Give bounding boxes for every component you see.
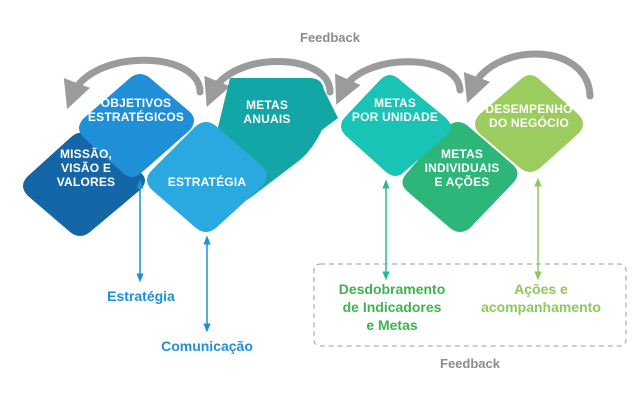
label-metas-unidade: METAS POR UNIDADE [352, 96, 438, 124]
caption-comunicacao-line-1: Comunicação [161, 338, 253, 354]
label-missao: MISSÃO, VISÃO E VALORES [57, 146, 116, 189]
label-metas-anuais-line-1: METAS [246, 98, 288, 112]
feedback-arrow-1 [63, 56, 204, 110]
feedback-arrow-4 [463, 50, 594, 104]
label-objetivos-line-2: ESTRATÉGICOS [88, 109, 184, 124]
shape-labels: MISSÃO, VISÃO E VALORES OBJETIVOS ESTRATÉGI… [57, 96, 573, 189]
label-metas-individuais-line-2: INDIVIDUAIS [425, 161, 500, 175]
label-objetivos: OBJETIVOS ESTRATÉGICOS [88, 96, 184, 124]
caption-estrategia: Estratégia [107, 288, 175, 304]
label-desempenho-line-1: DESEMPENHO [485, 102, 572, 116]
caption-acoes-line-2: acompanhamento [481, 299, 601, 315]
label-desempenho-line-2: DO NEGÓCIO [489, 115, 569, 130]
label-metas-individuais-line-1: METAS [441, 147, 483, 161]
dashed-box [313, 263, 627, 347]
caption-acoes: Ações e acompanhamento [481, 281, 601, 315]
label-estrategia-line-1: ESTRATÉGIA [168, 174, 247, 189]
label-metas-unidade-line-1: METAS [374, 96, 416, 110]
connector-arrows [136, 177, 542, 333]
feedback-arrows [63, 50, 594, 110]
caption-desdobramento-line-2: de Indicadores [343, 299, 442, 315]
label-metas-individuais-line-3: E AÇÕES [435, 174, 490, 189]
shape-metas-unidade [341, 75, 451, 176]
caption-desdobramento-line-1: Desdobramento [339, 281, 446, 297]
feedback-top-label: Feedback [300, 30, 361, 45]
label-missao-line-1: MISSÃO, [60, 146, 112, 161]
label-metas-anuais-line-2: ANUAIS [243, 112, 290, 126]
caption-desdobramento-line-3: e Metas [366, 317, 418, 333]
feedback-arrow-3 [335, 58, 464, 105]
label-estrategia: ESTRATÉGIA [168, 174, 247, 189]
caption-acoes-line-1: Ações e [514, 281, 568, 297]
label-metas-individuais: METAS INDIVIDUAIS E AÇÕES [425, 147, 500, 189]
caption-desdobramento: Desdobramento de Indicadores e Metas [339, 281, 446, 333]
feedback-arrow-2 [204, 58, 334, 107]
shape-desempenho [475, 75, 583, 172]
label-objetivos-line-1: OBJETIVOS [101, 96, 171, 110]
label-missao-line-3: VALORES [57, 175, 116, 189]
label-metas-anuais: METAS ANUAIS [243, 98, 290, 126]
shape-estrategia [147, 122, 267, 232]
shape-metas-individuais [402, 122, 518, 232]
label-metas-unidade-line-2: POR UNIDADE [352, 110, 438, 124]
caption-comunicacao: Comunicação [161, 338, 253, 354]
feedback-bottom-label: Feedback [440, 356, 501, 371]
caption-estrategia-line-1: Estratégia [107, 288, 175, 304]
label-desempenho: DESEMPENHO DO NEGÓCIO [485, 102, 572, 130]
shape-objetivos [79, 74, 194, 177]
label-missao-line-2: VISÃO E [61, 160, 111, 175]
